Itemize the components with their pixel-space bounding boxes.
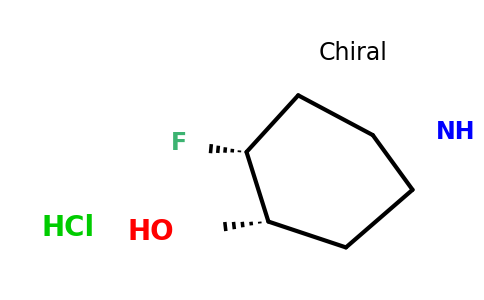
Text: Chiral: Chiral	[318, 40, 387, 64]
Text: F: F	[171, 131, 187, 155]
Text: HO: HO	[127, 218, 174, 245]
Text: HCl: HCl	[41, 214, 94, 242]
Text: NH: NH	[436, 120, 475, 144]
